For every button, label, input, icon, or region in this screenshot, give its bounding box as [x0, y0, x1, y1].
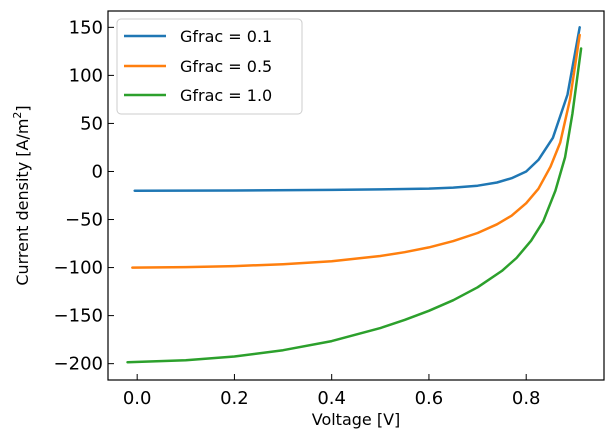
y-tick-label: 50 — [80, 113, 103, 134]
legend: Gfrac = 0.1 Gfrac = 0.5 Gfrac = 1.0 — [116, 18, 303, 115]
y-tick-label: 0 — [92, 161, 103, 182]
y-tick-label: −150 — [54, 306, 103, 327]
y-axis-label-main: Current density [A/m — [13, 119, 32, 286]
y-axis-label: Current density [A/m2] — [11, 105, 32, 285]
series-lines — [126, 26, 583, 364]
legend-label-gfrac-1-0: Gfrac = 1.0 — [180, 86, 272, 105]
y-tick-label: −200 — [54, 354, 103, 375]
y-tick-label: 100 — [69, 65, 103, 86]
axis-ticks: 0.0 0.2 0.4 0.6 0.8 −200 −150 −100 −50 0 50 100 150 — [54, 17, 541, 409]
x-tick-label: 0.0 — [123, 388, 152, 409]
series-line-gfrac-1-0 — [126, 47, 583, 364]
y-tick-label: −100 — [54, 258, 103, 279]
y-axis-label-end: ] — [13, 105, 32, 111]
y-axis-label-sup: 2 — [11, 112, 24, 119]
legend-label-gfrac-0-5: Gfrac = 0.5 — [180, 57, 272, 76]
x-tick-label: 0.2 — [220, 388, 249, 409]
series-line-gfrac-0-5 — [131, 33, 581, 269]
series-line-gfrac-0-1 — [133, 26, 581, 192]
legend-box — [116, 18, 303, 115]
x-axis-label: Voltage [V] — [312, 410, 401, 429]
y-tick-label: −50 — [65, 210, 103, 231]
x-tick-label: 0.8 — [512, 388, 541, 409]
x-tick-label: 0.4 — [317, 388, 346, 409]
plot-frame — [107, 10, 605, 381]
x-tick-label: 0.6 — [415, 388, 444, 409]
y-tick-label: 150 — [69, 17, 103, 38]
legend-label-gfrac-0-1: Gfrac = 0.1 — [180, 27, 272, 46]
